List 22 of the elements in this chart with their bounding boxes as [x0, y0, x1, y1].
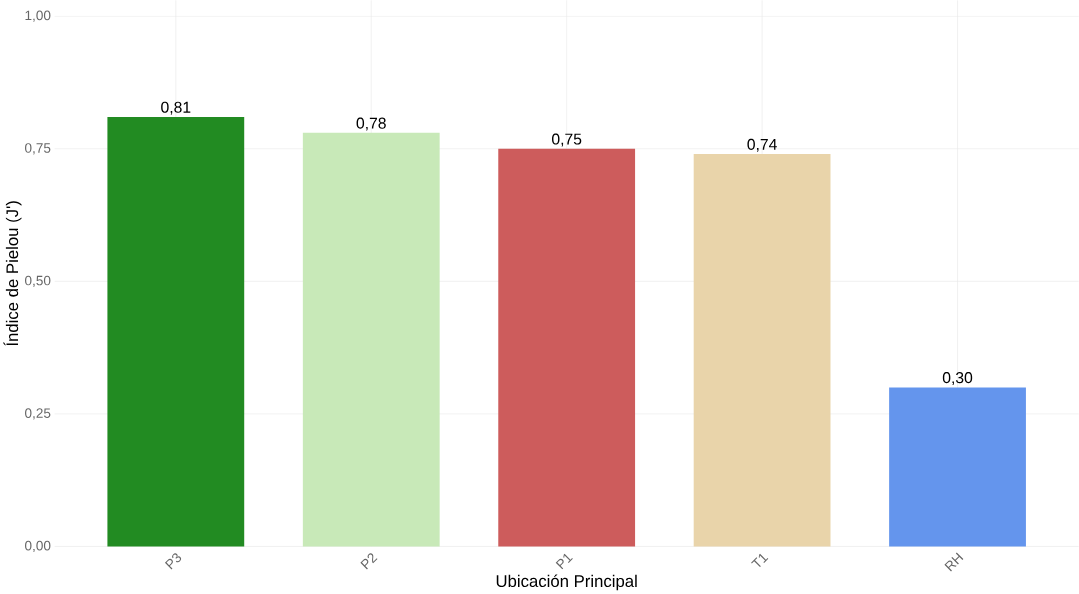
x-axis-title: Ubicación Principal [496, 574, 637, 591]
bar [498, 148, 636, 547]
data-label: 0,78 [356, 117, 386, 131]
x-tick-label: RH [944, 552, 964, 572]
y-tick-label: 1,00 [25, 10, 51, 22]
bar [107, 117, 245, 547]
x-tick-label: P2 [360, 553, 378, 570]
x-tick-label: P1 [555, 553, 573, 570]
y-axis-title: Índice de Pielou (J') [3, 201, 22, 346]
y-tick-label: 0,00 [25, 540, 51, 553]
y-tick-label: 0,75 [25, 143, 51, 155]
y-tick-label: 0,25 [25, 408, 51, 420]
x-tick-label: P3 [164, 553, 182, 570]
data-label: 0,74 [747, 138, 777, 152]
bar [302, 132, 440, 547]
data-label: 0,75 [552, 133, 582, 147]
bar [693, 154, 831, 547]
data-label: 0,30 [942, 372, 973, 386]
y-tick-label: 0,50 [25, 275, 51, 288]
bar [889, 387, 1026, 547]
data-label: 0,81 [161, 101, 191, 115]
x-tick-label: T1 [751, 553, 769, 568]
